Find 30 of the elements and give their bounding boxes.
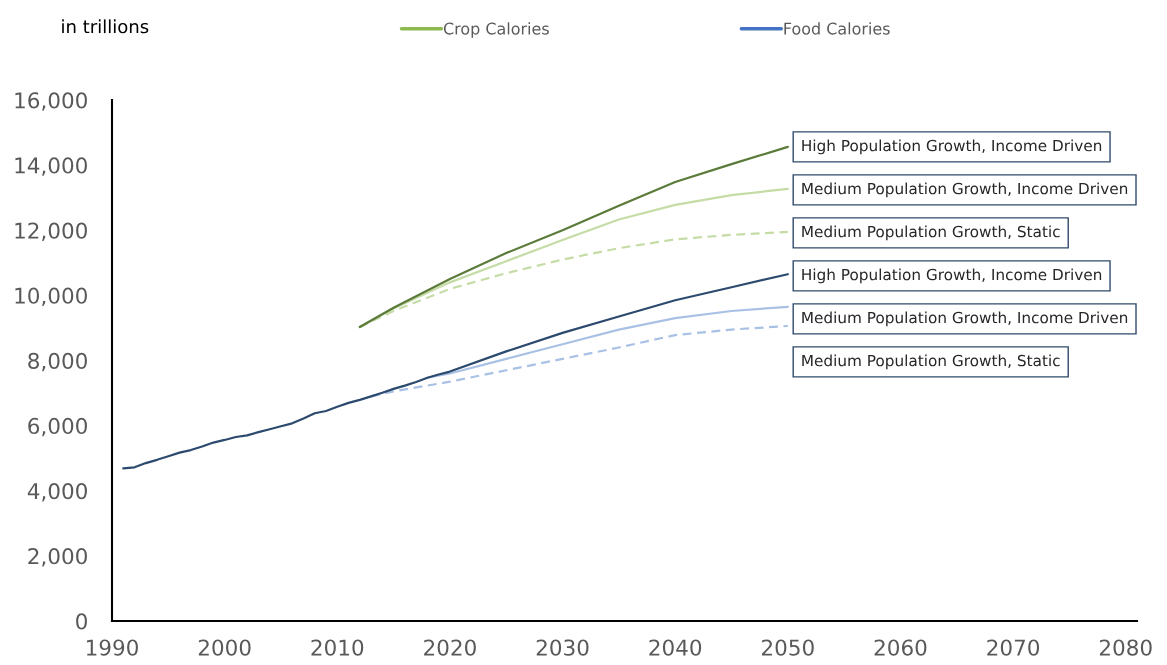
series-label: Medium Population Growth, Static [802,225,1060,241]
x-tick-label: 2060 [874,639,927,656]
x-tick-label: 2000 [198,639,251,656]
x-tick-label: 2030 [536,639,589,656]
series-label: Medium Population Growth, Income Driven [802,311,1128,327]
line-series [358,145,789,329]
y-tick-label: 0 [76,613,87,630]
series-label: Medium Population Growth, Income Driven [802,182,1128,198]
x-tick-label: 2080 [1099,639,1152,656]
x-tick-label: 2010 [311,639,364,656]
y-tick-label: 14,000 [15,157,87,176]
y-tick-label: 16,000 [15,92,87,111]
y-tick-label: 10,000 [15,287,87,307]
y-tick-label: 6,000 [28,417,87,437]
series-label: High Population Growth, Income Driven [802,268,1102,284]
y-tick-label: 4,000 [27,482,87,502]
legend-label: Food Calories [784,22,890,35]
x-tick-label: 2020 [424,639,476,656]
x-tick-label: 2050 [762,639,814,656]
y-axis-title: in trillions [62,19,149,34]
x-tick-label: 1990 [86,639,138,656]
series-label: High Population Growth, Income Driven [802,139,1102,155]
x-tick-label: 2040 [649,639,702,656]
y-tick-label: 2,000 [28,548,87,567]
line-series [122,273,789,470]
legend-label: Crop Calories [443,22,549,38]
y-tick-label: 8,000 [28,352,87,372]
text: Medium Population Growth, Static [802,354,1060,370]
y-tick-label: 12,000 [15,222,87,241]
x-tick-label: 2070 [987,639,1040,656]
